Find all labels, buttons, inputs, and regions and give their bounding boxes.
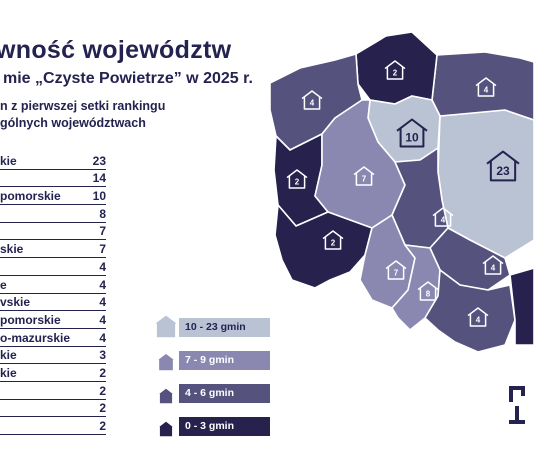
legend-label: 10 - 23 gmin: [179, 318, 270, 337]
house-icon: [301, 90, 323, 110]
house-icon: [385, 260, 407, 280]
region-count-label: 7: [362, 175, 367, 184]
ranking-note-line-2: gólnych województwach: [0, 116, 146, 130]
ranking-region-name: pomorskie: [0, 189, 61, 204]
ranking-row: 2: [0, 400, 106, 418]
ranking-count: 2: [99, 365, 106, 380]
legend-item: 0 - 3 gmin: [152, 411, 270, 438]
legend-item: 7 - 9 gmin: [152, 345, 270, 372]
region-count-label: 4: [441, 216, 446, 225]
map-title: wność województw: [0, 36, 232, 64]
ranking-row: 2: [0, 417, 106, 435]
house-icon: [322, 230, 344, 250]
ranking-row: 8: [0, 205, 106, 223]
legend-label: 7 - 9 gmin: [179, 351, 270, 370]
house-icon: [482, 255, 504, 275]
legend-house-icon: [153, 352, 179, 372]
ranking-count: 4: [99, 259, 106, 274]
ranking-count: 8: [99, 206, 106, 221]
region-count-label: 2: [393, 69, 398, 78]
ranking-count: 14: [92, 171, 106, 186]
legend-label: 0 - 3 gmin: [179, 417, 270, 436]
house-icon: [475, 77, 497, 97]
house-icon: [396, 118, 428, 148]
region-count-label: 2: [295, 178, 300, 187]
ranking-region-name: e: [0, 277, 7, 292]
ranking-count: 4: [99, 295, 106, 310]
ranking-row: skie 7: [0, 240, 106, 259]
ranking-count: 2: [99, 383, 106, 398]
ranking-row: pomorskie 10: [0, 187, 106, 206]
ranking-count: 4: [99, 277, 106, 292]
region-count-label: 7: [394, 269, 399, 278]
house-icon: [417, 281, 439, 301]
legend-house-icon: [152, 313, 182, 339]
ranking-row: 7: [0, 223, 106, 241]
ranking-row: kie 3: [0, 347, 106, 365]
ranking-region-name: kie: [0, 348, 17, 363]
ranking-region-name: skie: [0, 242, 24, 257]
house-icon: [486, 150, 520, 182]
house-icon: [432, 207, 454, 227]
region-count-label: 2: [331, 239, 336, 248]
ranking-count: 7: [99, 242, 106, 257]
ranking-region-name: kie: [0, 153, 17, 168]
ranking-count: 4: [99, 330, 106, 345]
ranking-count: 23: [92, 153, 106, 168]
region-count-label: 23: [496, 164, 510, 178]
ranking-count: 2: [99, 401, 106, 416]
region-count-label: 4: [491, 264, 496, 273]
house-icon: [353, 166, 375, 186]
legend-house-icon: [154, 386, 178, 405]
ranking-count: 3: [99, 348, 106, 363]
region-count-label: 8: [426, 290, 431, 299]
ranking-count: 2: [99, 419, 106, 433]
region-count-label: 4: [484, 86, 489, 95]
ranking-table: kie 23 14 pomorskie 10 8 7 skie 7 4 e 4 vskie 4 pomors…: [0, 152, 106, 435]
legend-item: 4 - 6 gmin: [152, 378, 270, 405]
map-legend: 10 - 23 gmin 7 - 9 gmin 4 - 6 gmin 0 - 3 gm…: [152, 312, 270, 444]
ranking-count: 4: [99, 312, 106, 327]
region-malopolskie: [424, 269, 516, 353]
brand-logo: [509, 386, 525, 424]
ranking-row: 2: [0, 382, 106, 400]
ranking-row: kie 2: [0, 364, 106, 382]
ranking-region-name: o-mazurskie: [0, 330, 71, 345]
house-icon: [467, 307, 489, 327]
house-icon: [286, 169, 308, 189]
region-count-label: 4: [310, 99, 315, 108]
ranking-row: pomorskie 4: [0, 311, 106, 329]
house-icon: [384, 60, 406, 80]
ranking-region-name: pomorskie: [0, 312, 61, 327]
region-count-label: 10: [405, 130, 419, 144]
region-slaskie: [391, 244, 441, 331]
ranking-count: 7: [99, 224, 106, 239]
region-dolnoslaskie: [274, 204, 373, 289]
ranking-note: n z pierwszej setki rankingu gólnych woj…: [0, 98, 165, 132]
legend-house-icon: [154, 419, 178, 438]
ranking-count: 10: [92, 189, 106, 204]
ranking-region-name: vskie: [0, 295, 31, 310]
ranking-row: 14: [0, 170, 106, 188]
region-podkarpackie: [509, 267, 534, 346]
ranking-row: 4: [0, 258, 106, 276]
legend-item: 10 - 23 gmin: [152, 312, 270, 339]
region-count-label: 4: [476, 316, 481, 325]
ranking-region-name: kie: [0, 365, 17, 380]
ranking-row: o-mazurskie 4: [0, 329, 106, 347]
legend-label: 4 - 6 gmin: [179, 384, 270, 403]
ranking-row: kie 23: [0, 152, 106, 170]
ranking-note-line-1: n z pierwszej setki rankingu: [0, 99, 166, 113]
map-subtitle: mie „Czyste Powietrze” w 2025 r.: [3, 70, 253, 87]
ranking-row: vskie 4: [0, 294, 106, 312]
